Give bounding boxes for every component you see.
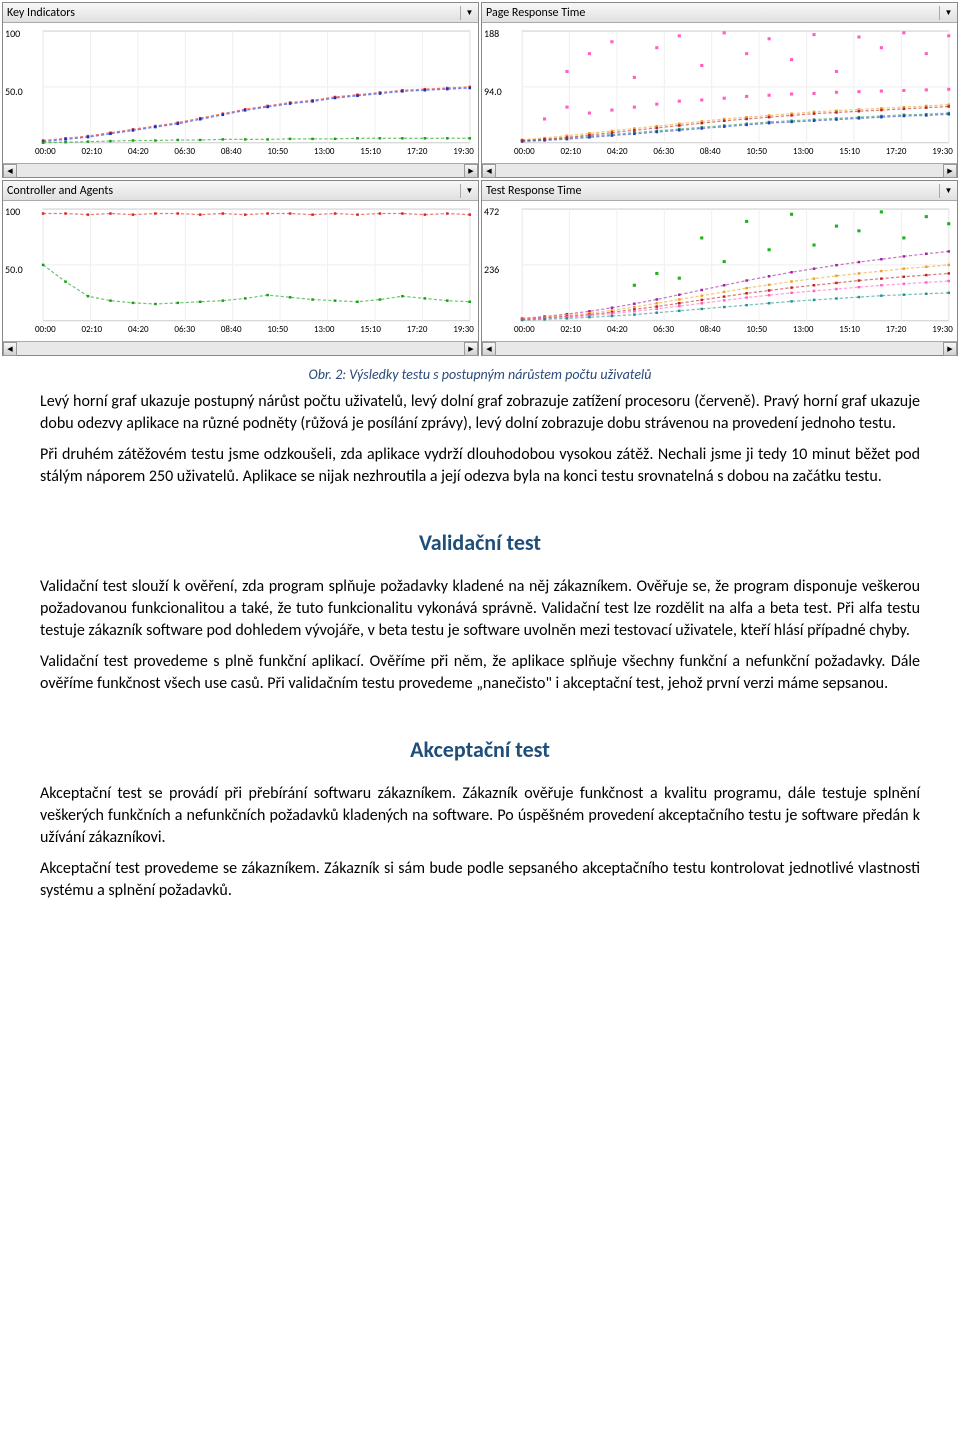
chart-key-indicators: Key Indicators ▼ 100 50.0 00:0002:1004:2… — [2, 2, 479, 178]
paragraph: Validační test provedeme s plně funkční … — [40, 651, 920, 696]
heading-akceptacni: Akceptační test — [0, 736, 960, 763]
chart-header[interactable]: Test Response Time ▼ — [482, 181, 957, 201]
chart-header[interactable]: Controller and Agents ▼ — [3, 181, 478, 201]
chevron-down-icon[interactable]: ▼ — [939, 184, 953, 198]
chart-title: Page Response Time — [486, 6, 939, 20]
paragraph: Akceptační test provedeme se zákazníkem.… — [40, 858, 920, 903]
paragraph: Při druhém zátěžovém testu jsme odzkouše… — [40, 444, 920, 489]
chart-page-response: Page Response Time ▼ 188 94.0 00:0002:10… — [481, 2, 958, 178]
chart-body: 472 236 00:0002:1004:2006:3008:4010:5013… — [482, 201, 957, 341]
chart-title: Controller and Agents — [7, 184, 460, 198]
scrollbar[interactable]: ◀ ▶ — [482, 341, 957, 355]
chart-title: Test Response Time — [486, 184, 939, 198]
chart-test-response: Test Response Time ▼ 472 236 00:0002:100… — [481, 180, 958, 356]
chart-title: Key Indicators — [7, 6, 460, 20]
chart-controller: Controller and Agents ▼ 100 50.0 00:0002… — [2, 180, 479, 356]
scroll-right-icon[interactable]: ▶ — [464, 164, 478, 178]
chevron-down-icon[interactable]: ▼ — [460, 184, 474, 198]
scroll-right-icon[interactable]: ▶ — [464, 342, 478, 356]
scroll-right-icon[interactable]: ▶ — [943, 342, 957, 356]
chart-body: 188 94.0 00:0002:1004:2006:3008:4010:501… — [482, 23, 957, 163]
heading-validacni: Validační test — [0, 529, 960, 556]
scroll-left-icon[interactable]: ◀ — [482, 342, 496, 356]
scroll-left-icon[interactable]: ◀ — [482, 164, 496, 178]
chevron-down-icon[interactable]: ▼ — [939, 6, 953, 20]
figure-caption: Obr. 2: Výsledky testu s postupným nárůs… — [40, 366, 920, 383]
chart-header[interactable]: Key Indicators ▼ — [3, 3, 478, 23]
scroll-left-icon[interactable]: ◀ — [3, 164, 17, 178]
paragraph: Levý horní graf ukazuje postupný nárůst … — [40, 391, 920, 436]
chart-header[interactable]: Page Response Time ▼ — [482, 3, 957, 23]
chart-body: 100 50.0 00:0002:1004:2006:3008:4010:501… — [3, 23, 478, 163]
scrollbar[interactable]: ◀ ▶ — [482, 163, 957, 177]
scroll-right-icon[interactable]: ▶ — [943, 164, 957, 178]
charts-grid: Key Indicators ▼ 100 50.0 00:0002:1004:2… — [0, 0, 960, 358]
scrollbar[interactable]: ◀ ▶ — [3, 341, 478, 355]
paragraph: Akceptační test se provádí při přebírání… — [40, 783, 920, 850]
chart-body: 100 50.0 00:0002:1004:2006:3008:4010:501… — [3, 201, 478, 341]
scrollbar[interactable]: ◀ ▶ — [3, 163, 478, 177]
scroll-left-icon[interactable]: ◀ — [3, 342, 17, 356]
chevron-down-icon[interactable]: ▼ — [460, 6, 474, 20]
paragraph: Validační test slouží k ověření, zda pro… — [40, 576, 920, 643]
